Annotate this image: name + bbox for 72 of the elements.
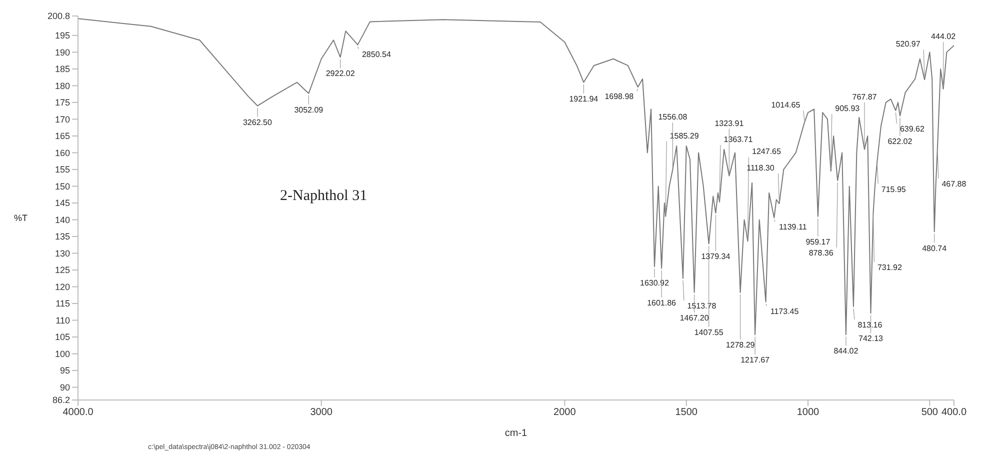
y-tick-label: 100: [54, 348, 70, 359]
annotation: 1513.78: [687, 301, 717, 310]
annotation: 1556.08: [658, 112, 688, 122]
annotation: 2850.54: [362, 50, 392, 59]
annotation: 844.02: [834, 346, 859, 356]
annotation: 905.93: [835, 104, 860, 114]
y-tick-label: 90: [60, 382, 70, 392]
annotation: 520.97: [896, 40, 921, 49]
y-tick-label: 190: [54, 47, 70, 58]
annotation: 1323.91: [714, 118, 744, 128]
annotation: 878.36: [808, 248, 834, 258]
x-tick-label: 1000: [796, 407, 820, 418]
y-tick-label: 115: [56, 298, 70, 309]
x-tick-label: 4000.0: [62, 407, 94, 418]
x-tick-label: 2000: [554, 407, 576, 418]
annotation: 731.92: [878, 263, 903, 272]
annotation: 1173.45: [770, 306, 800, 316]
annotation: 1247.65: [752, 147, 782, 156]
annotation: 813.16: [858, 320, 883, 330]
y-tick-label: 120: [54, 282, 70, 292]
text: 2-Naphthol 31: [280, 188, 368, 205]
annotation: 1014.65: [771, 100, 801, 110]
y-tick-label: 155: [54, 164, 70, 175]
annotation: 767.87: [852, 92, 878, 102]
y-tick-label: 130: [54, 248, 70, 258]
x-axis-title: cm-1: [504, 428, 528, 439]
y-tick-label: 160: [54, 148, 70, 158]
x-tick-label: 3000: [310, 407, 333, 418]
annotation: 1217.67: [740, 356, 770, 365]
annotation: 742.13: [858, 334, 884, 344]
y-tick-label: 185: [54, 64, 70, 74]
x-tick-label: 400.0: [941, 407, 967, 418]
annotation: 1585.29: [670, 131, 700, 140]
annotation: 1379.34: [701, 252, 731, 262]
x-tick-label: 1500: [675, 407, 698, 418]
y-axis-title: %T: [14, 213, 28, 223]
annotation: 715.95: [881, 184, 906, 194]
y-tick-label: 125: [54, 265, 70, 276]
annotation: 639.62: [900, 124, 925, 134]
y-tick-label: 170: [54, 114, 70, 124]
annotation: 444.02: [931, 32, 956, 42]
annotation: 1407.55: [694, 328, 724, 337]
annotation: 622.02: [888, 136, 913, 146]
y-tick-label: 86.2: [52, 395, 70, 406]
y-tick-label: 110: [56, 315, 70, 326]
annotation: 1601.86: [647, 298, 677, 308]
y-tick-label: 180: [54, 80, 70, 91]
annotation: 959.17: [806, 237, 831, 246]
y-tick-label: 105: [54, 332, 70, 342]
annotation: 1363.71: [724, 134, 754, 144]
annotation: 1118.30: [746, 164, 775, 173]
x-tick-label: 500: [921, 407, 938, 418]
y-tick-label: 150: [54, 181, 70, 192]
y-tick-label: 165: [54, 131, 70, 142]
annotation: 1139.11: [779, 222, 808, 232]
annotation: 1467.20: [680, 313, 710, 322]
y-tick-label: 135: [54, 232, 70, 242]
annotation: 1630.92: [640, 278, 670, 288]
annotation: 1698.98: [604, 92, 634, 102]
annotation: 2922.02: [326, 69, 356, 78]
y-tick-label: 195: [54, 30, 70, 41]
y-tick-label: 175: [54, 98, 70, 108]
annotation: 1278.29: [726, 340, 756, 350]
y-tick-label: 95: [60, 366, 70, 376]
y-tick-label: 140: [54, 214, 70, 225]
annotation: 3052.09: [294, 105, 324, 114]
annotation: 480.74: [922, 244, 948, 253]
annotation: 1921.94: [569, 94, 599, 104]
y-tick-label: 145: [54, 198, 70, 208]
annotation: 467.88: [942, 180, 967, 189]
y-tick-label: 200.8: [47, 11, 70, 22]
annotation: 3262.50: [242, 118, 272, 127]
